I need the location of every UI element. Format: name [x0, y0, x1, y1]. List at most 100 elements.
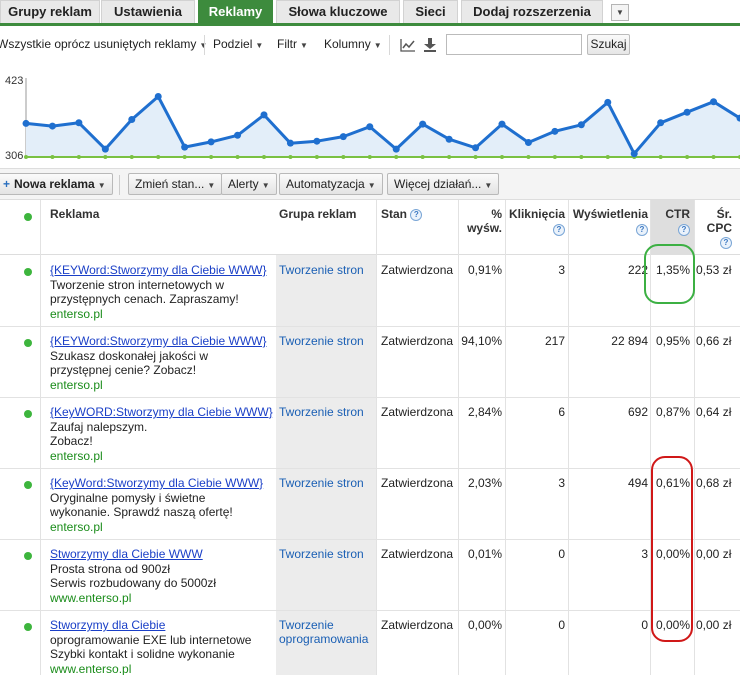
chart-toggle-icon[interactable]	[400, 38, 416, 52]
table-row: Stworzymy dla Ciebie oprogramowanie EXE …	[0, 611, 740, 675]
ad-title-link[interactable]: Stworzymy dla Ciebie	[50, 618, 166, 632]
more-actions-button[interactable]: Więcej działań... ▼	[387, 173, 500, 195]
chart-data-point[interactable]	[101, 145, 109, 153]
chart-data-point[interactable]	[604, 98, 612, 106]
y-axis-max-label: 423	[5, 75, 24, 87]
column-header-status[interactable]: Stan ?	[381, 207, 423, 221]
chart-baseline-marker	[235, 155, 240, 159]
chart-data-point[interactable]	[207, 138, 215, 146]
column-header-clicks[interactable]: Kliknięcia ?	[505, 207, 565, 236]
chart-data-point[interactable]	[630, 150, 638, 158]
ad-group-link[interactable]: Tworzenie stron	[279, 334, 374, 348]
alerts-button[interactable]: Alerty ▼	[221, 173, 277, 195]
chart-baseline-marker	[24, 155, 28, 159]
automation-button[interactable]: Automatyzacja ▼	[279, 173, 383, 195]
ad-description-line1: Szukasz doskonałej jakości w	[50, 348, 209, 363]
status-dot[interactable]	[24, 339, 32, 347]
column-header-ad[interactable]: Reklama	[50, 207, 100, 221]
chart-data-point[interactable]	[551, 127, 559, 135]
chart-data-point[interactable]	[154, 92, 162, 100]
chart-data-point[interactable]	[445, 135, 453, 143]
ad-title-link[interactable]: {KeyWord:Stworzymy dla Ciebie WWW}	[50, 476, 264, 490]
chart-data-point[interactable]	[181, 143, 189, 151]
ad-title-link[interactable]: {KEYWord:Stworzymy dla Ciebie WWW}	[50, 263, 267, 277]
status-dot[interactable]	[24, 552, 32, 560]
search-input[interactable]	[446, 34, 582, 55]
ad-title-link[interactable]: {KeyWORD:Stworzymy dla Ciebie WWW}	[50, 405, 273, 419]
chart-data-point[interactable]	[75, 119, 83, 127]
column-divider	[694, 200, 695, 675]
chart-data-point[interactable]	[683, 108, 691, 116]
chart-data-point[interactable]	[710, 98, 718, 106]
segment-label: Podziel	[213, 37, 253, 51]
chart-baseline-marker	[526, 155, 531, 159]
chart-data-point[interactable]	[234, 131, 242, 139]
chart-data-point[interactable]	[313, 137, 321, 145]
filter-dropdown[interactable]: Filtr ▼	[277, 37, 308, 51]
chart-data-point[interactable]	[472, 144, 480, 152]
help-icon[interactable]: ?	[553, 223, 565, 236]
column-header-impressions[interactable]: Wyświetlenia ?	[568, 207, 648, 236]
column-header-pct-served[interactable]: % wyśw.	[458, 207, 502, 235]
ad-group-link[interactable]: Tworzenie stron	[279, 405, 374, 419]
tab-settings[interactable]: Ustawienia	[101, 0, 195, 23]
ad-group-link[interactable]: Tworzenie stron	[279, 547, 374, 561]
help-icon[interactable]: ?	[410, 208, 423, 221]
column-header-avg-cpc[interactable]: Śr. CPC ?	[696, 207, 732, 250]
column-header-ad-group[interactable]: Grupa reklam	[279, 207, 357, 221]
ad-group-link[interactable]: Tworzenie stron	[279, 476, 374, 490]
status-filter-dropdown[interactable]: Wszystkie oprócz usuniętych reklamy▼	[0, 37, 207, 51]
chart-data-point[interactable]	[339, 133, 347, 141]
segment-dropdown[interactable]: Podziel ▼	[213, 37, 263, 51]
tab-ads[interactable]: Reklamy	[198, 0, 273, 23]
chart-data-point[interactable]	[657, 119, 665, 127]
chart-data-point[interactable]	[577, 121, 585, 129]
column-header-ctr[interactable]: CTR ?	[650, 207, 690, 236]
chart-data-point[interactable]	[366, 123, 374, 131]
ad-description-line1: Zaufaj nalepszym.	[50, 419, 148, 434]
ad-title-link[interactable]: Stworzymy dla Ciebie WWW	[50, 547, 203, 561]
tab-networks[interactable]: Sieci	[403, 0, 458, 23]
new-ad-button[interactable]: + Nowa reklama ▼	[0, 173, 113, 195]
tab-add-extensions[interactable]: Dodaj rozszerzenia	[461, 0, 603, 23]
chart-data-point[interactable]	[128, 115, 136, 123]
chart-data-point[interactable]	[419, 120, 427, 128]
status-dot[interactable]	[24, 481, 32, 489]
chart-data-point[interactable]	[260, 111, 268, 119]
ad-title-link[interactable]: {KEYWord:Stworzymy dla Ciebie WWW}	[50, 334, 267, 348]
chart-data-point[interactable]	[524, 139, 532, 147]
help-icon[interactable]: ?	[720, 237, 732, 250]
tab-more-dropdown-icon[interactable]: ▼	[611, 4, 629, 21]
chart-data-point[interactable]	[736, 114, 740, 122]
status-dot[interactable]	[24, 623, 32, 631]
columns-dropdown[interactable]: Kolumny ▼	[324, 37, 382, 51]
tab-ad-groups[interactable]: Grupy reklam	[0, 0, 100, 23]
pct-served-value: 0,01%	[467, 547, 502, 561]
chart-baseline-marker	[552, 155, 557, 159]
help-icon[interactable]: ?	[678, 223, 690, 236]
divider	[119, 175, 120, 195]
tab-keywords[interactable]: Słowa kluczowe	[276, 0, 400, 23]
chart-data-point[interactable]	[22, 119, 30, 127]
ad-group-link[interactable]: Tworzenie stron	[279, 263, 374, 277]
chart-data-point[interactable]	[286, 139, 294, 147]
status-dot-header[interactable]	[24, 213, 32, 221]
download-icon[interactable]	[423, 37, 437, 52]
change-status-button[interactable]: Zmień stan... ▼	[128, 173, 223, 195]
chart-data-point[interactable]	[498, 120, 506, 128]
ad-display-url: enterso.pl	[50, 448, 103, 463]
change-status-label: Zmień stan...	[135, 177, 205, 191]
search-button[interactable]: Szukaj	[587, 34, 630, 55]
impressions-header-label: Wyświetlenia	[572, 207, 648, 221]
chart-data-point[interactable]	[392, 145, 400, 153]
status-dot[interactable]	[24, 410, 32, 418]
ad-description-line2: Zobacz!	[50, 434, 93, 448]
status-value: Zatwierdzona	[381, 334, 454, 348]
ad-group-link[interactable]: Tworzenie oprogramowania	[279, 618, 374, 646]
status-dot[interactable]	[24, 268, 32, 276]
help-icon[interactable]: ?	[636, 223, 648, 236]
impressions-value: 22 894	[611, 334, 648, 348]
performance-chart: 423 306	[0, 72, 740, 164]
ad-description-line2: przystępnych cenach. Zapraszamy!	[50, 292, 239, 306]
chart-data-point[interactable]	[48, 122, 56, 130]
